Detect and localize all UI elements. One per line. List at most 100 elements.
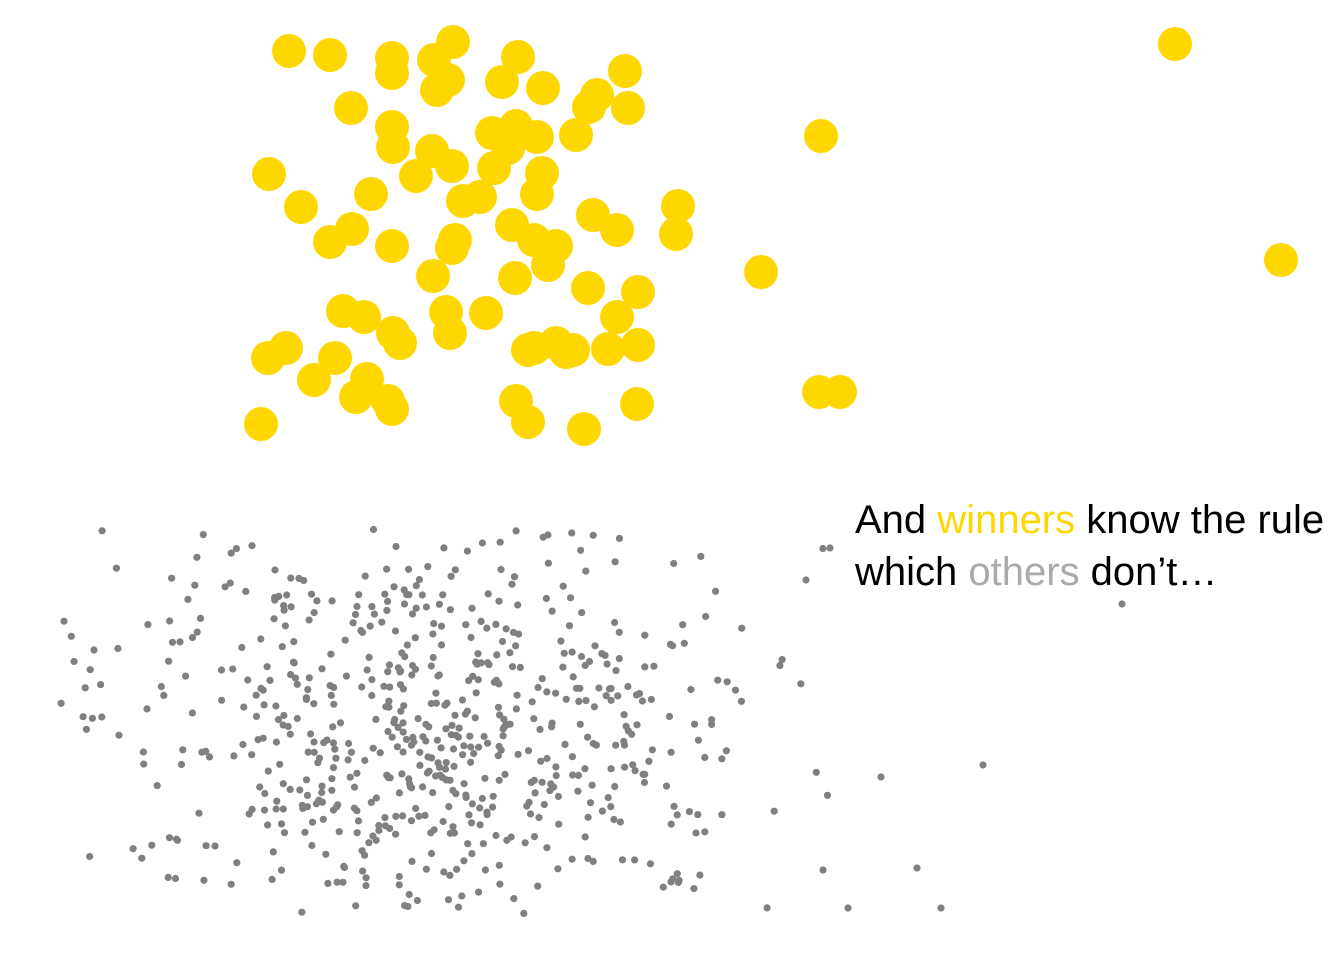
other-dot	[512, 705, 521, 713]
other-dot	[442, 759, 450, 767]
other-dot	[601, 651, 609, 660]
other-dot	[484, 739, 492, 747]
other-dot	[559, 663, 567, 671]
other-dot	[287, 603, 295, 611]
other-dot	[492, 831, 500, 840]
other-dot	[143, 705, 151, 713]
other-dot	[577, 652, 586, 661]
other-dot	[140, 760, 148, 768]
other-dot	[411, 665, 420, 673]
other-dot	[322, 850, 330, 858]
other-dot	[577, 546, 585, 554]
other-dot	[464, 840, 472, 848]
other-dot	[385, 661, 393, 669]
other-dot	[591, 642, 599, 650]
caption-text: don’t…	[1079, 550, 1218, 594]
winner-dot	[383, 326, 417, 360]
other-dot	[176, 638, 184, 646]
other-dot	[221, 583, 229, 591]
other-dot	[301, 828, 309, 836]
other-dot	[472, 689, 480, 697]
other-dot	[67, 632, 75, 640]
other-dot	[277, 866, 286, 874]
other-dot	[424, 753, 432, 761]
other-dot	[844, 904, 852, 912]
other-dot	[315, 754, 324, 762]
other-dot	[280, 711, 288, 720]
winner-dot	[559, 118, 593, 152]
other-dot	[328, 775, 336, 783]
other-dot	[396, 668, 404, 676]
other-dot	[685, 808, 694, 816]
other-dot	[392, 812, 400, 820]
other-dot	[445, 803, 453, 811]
winner-dot	[416, 259, 450, 293]
other-dot	[624, 682, 632, 691]
other-dot	[437, 622, 446, 630]
other-dot	[483, 808, 491, 816]
other-dot	[369, 525, 378, 534]
other-dot	[202, 747, 210, 756]
other-dot	[418, 591, 426, 599]
other-dot	[229, 665, 237, 673]
other-dot	[620, 711, 628, 719]
other-dot	[496, 880, 504, 888]
winner-dot	[244, 407, 278, 441]
other-dot	[462, 791, 470, 799]
other-dot	[650, 662, 658, 670]
other-dot	[279, 721, 287, 729]
other-dot	[308, 841, 316, 850]
other-dot	[514, 601, 522, 609]
other-dot	[293, 680, 301, 688]
other-dot	[327, 691, 335, 700]
other-dot	[302, 695, 310, 704]
other-dot	[261, 789, 269, 798]
other-dot	[129, 845, 137, 853]
other-dot	[328, 597, 336, 605]
winner-dot	[608, 54, 642, 88]
other-dot	[550, 783, 558, 791]
other-dot	[452, 790, 460, 798]
other-dot	[531, 789, 539, 797]
other-dot	[568, 855, 576, 863]
winner-dot	[567, 412, 601, 446]
other-dot	[524, 747, 533, 755]
other-dot	[238, 643, 246, 652]
other-dot	[463, 547, 471, 555]
other-dot	[527, 778, 535, 787]
other-dot	[510, 895, 518, 903]
other-dot	[494, 752, 502, 760]
other-dot	[199, 531, 207, 539]
other-dot	[506, 649, 514, 657]
other-dot	[361, 756, 369, 765]
other-dot	[378, 618, 386, 626]
other-dot	[567, 594, 575, 602]
other-dot	[648, 746, 657, 754]
other-dot	[266, 676, 274, 685]
other-dot	[819, 544, 827, 553]
other-dot	[560, 649, 568, 657]
other-dot	[380, 682, 388, 690]
other-dot	[363, 666, 371, 674]
winner-dot	[1158, 27, 1192, 61]
other-dot	[576, 684, 584, 692]
other-dot	[472, 658, 480, 666]
other-dot	[279, 780, 287, 788]
winner-dot	[659, 217, 693, 251]
other-dot	[398, 649, 406, 657]
other-dot	[673, 870, 681, 878]
other-dot	[248, 751, 256, 759]
other-dot	[628, 730, 636, 738]
other-dot	[631, 767, 639, 775]
winner-dot	[339, 380, 373, 414]
other-dot	[372, 836, 380, 844]
other-dot	[610, 815, 618, 824]
other-dot	[365, 839, 373, 847]
other-dot	[397, 707, 405, 715]
other-dot	[582, 697, 590, 705]
other-dot	[441, 701, 449, 709]
winner-dot	[354, 177, 388, 211]
other-dot	[227, 880, 235, 888]
other-dot	[414, 715, 422, 723]
other-dot	[823, 791, 832, 799]
